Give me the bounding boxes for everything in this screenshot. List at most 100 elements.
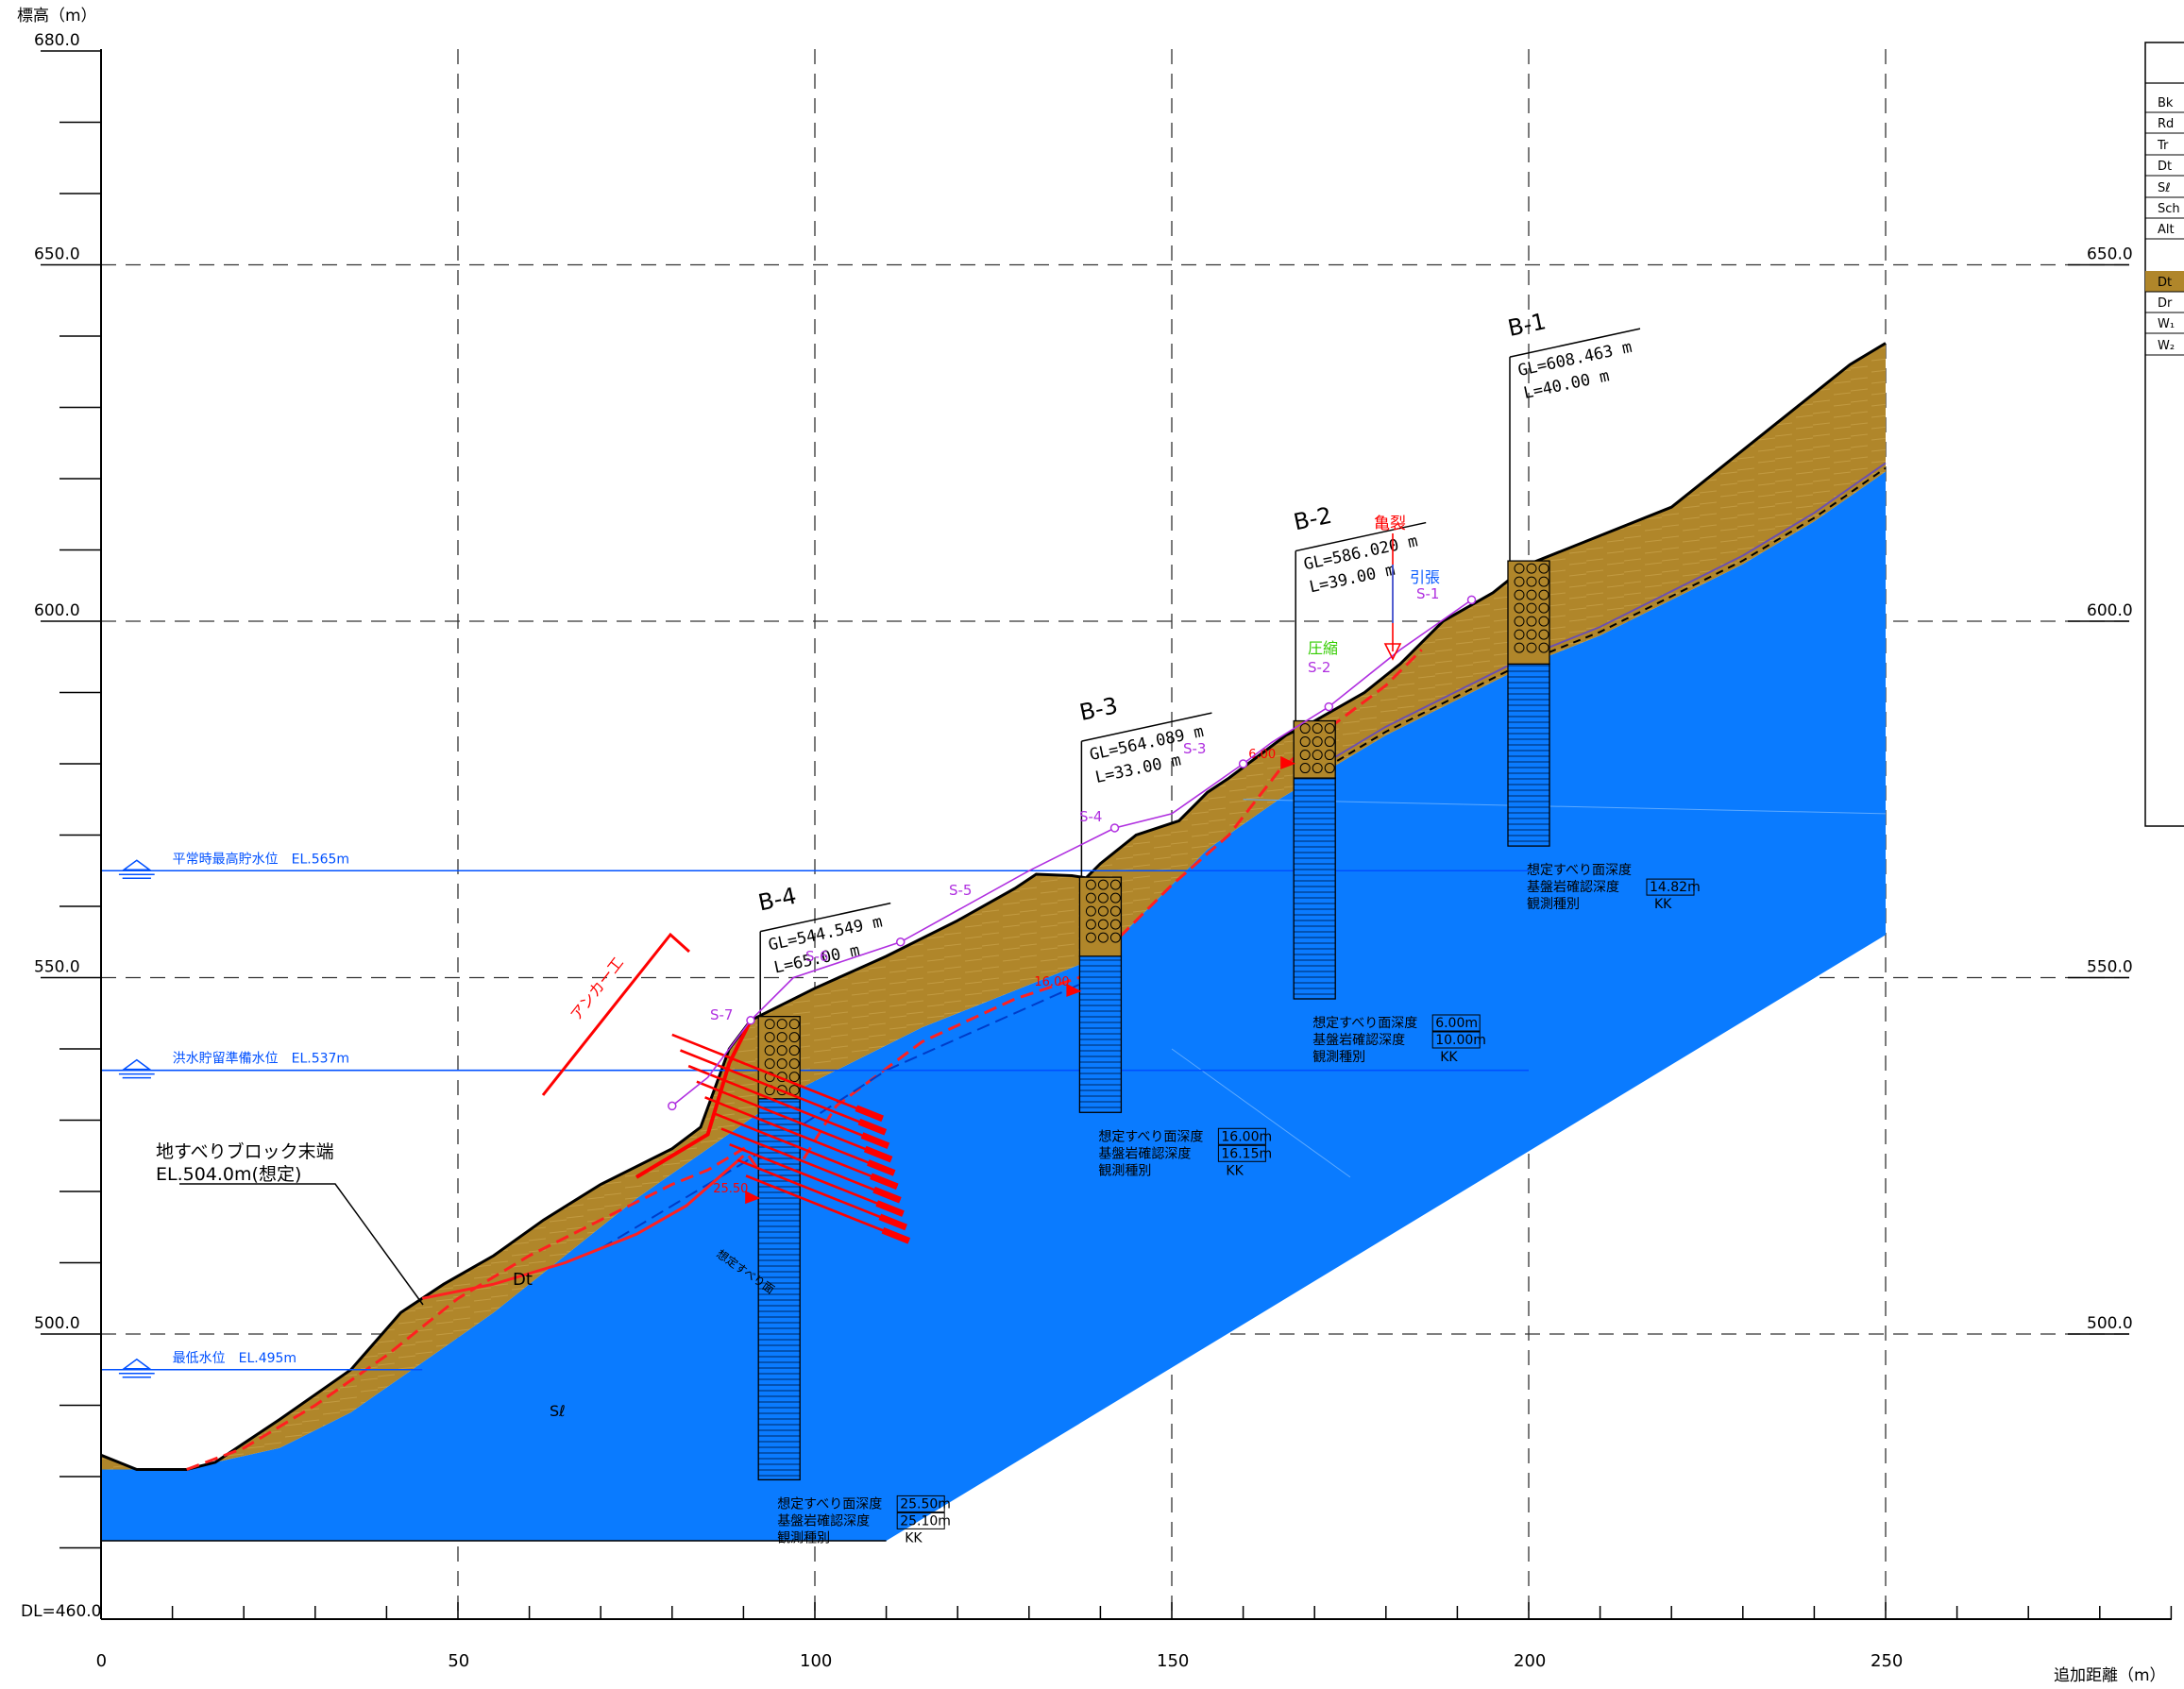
pebble-symbol: [1299, 750, 1311, 761]
pebble-symbol: [1097, 892, 1109, 904]
borehole-name: B-2: [1292, 502, 1334, 536]
pebble-symbol: [1514, 642, 1525, 653]
info-obs-label: 観測種別: [1527, 896, 1580, 912]
anchor-bond-zone: [857, 1118, 888, 1136]
anchor-rod: [680, 1049, 887, 1134]
borehole-header-line: [1295, 521, 1427, 552]
x-tick-label: 100: [800, 1651, 832, 1671]
geology-layers: [100, 342, 1887, 1542]
extensometer-anchor-point: [668, 1101, 677, 1111]
legend-code: Tr: [2157, 139, 2169, 153]
y-tick-label-right: 500.0: [2087, 1314, 2133, 1333]
info-obs-label: 観測種別: [1098, 1162, 1151, 1178]
borehole-core-rock: [1293, 777, 1336, 1000]
anchor-rod: [720, 1127, 901, 1202]
pebble-symbol: [1085, 892, 1096, 904]
pebble-symbol: [1097, 879, 1109, 890]
extensometer-label: S-7: [710, 1006, 733, 1023]
pebble-symbol: [1526, 629, 1537, 640]
pebble-symbol: [1299, 736, 1311, 748]
extensometer-label: S-3: [1183, 740, 1206, 757]
y-tick-label-right: 650.0: [2087, 245, 2133, 264]
info-value-box: [896, 1495, 945, 1512]
info-rock-label: 基盤岩確認深度: [1098, 1145, 1191, 1161]
pebble-symbol: [1299, 763, 1311, 774]
borehole-core-rock: [757, 1098, 801, 1481]
water-level-icon: [121, 1358, 152, 1370]
pebble-symbol: [788, 1032, 800, 1043]
borehole-header-line: [1509, 328, 1641, 358]
legend-code: Dt: [2158, 276, 2172, 290]
pebble-symbol: [1538, 563, 1549, 574]
water-level-label: 最低水位 EL.495m: [173, 1351, 296, 1366]
crack-arrow-head: [1383, 643, 1402, 661]
block-end-curve: [421, 1155, 745, 1300]
pebble-symbol: [776, 1032, 787, 1043]
block-end-leader: [179, 1183, 424, 1306]
crack-label: 亀裂: [1374, 515, 1406, 533]
pebble-symbol: [764, 1032, 775, 1043]
y-tick-label: 500.0: [34, 1314, 80, 1333]
x-tick-label: 50: [448, 1651, 469, 1671]
anchor-label-bracket: [541, 932, 691, 1096]
pebble-symbol: [1085, 879, 1096, 890]
extensometer-anchor-point: [1238, 759, 1248, 768]
info-slip-label: 想定すべり面深度: [1312, 1016, 1417, 1031]
pebble-symbol: [1514, 576, 1525, 587]
slip-depth-flag: [745, 1191, 761, 1205]
pebble-symbol: [1109, 919, 1121, 930]
info-obs-value: KK: [1654, 897, 1672, 912]
weathered-seam: [1313, 462, 1887, 770]
pebble-symbol: [776, 1019, 787, 1030]
borehole-header-line: [1081, 712, 1212, 742]
ground-surface: [100, 342, 1887, 1471]
pebble-symbol: [1097, 905, 1109, 917]
info-value-box: [1646, 878, 1695, 896]
info-obs-value: KK: [1440, 1050, 1458, 1065]
pebble-symbol: [1085, 919, 1096, 930]
pebble-symbol: [1085, 932, 1096, 943]
info-value-box: [896, 1512, 945, 1529]
pebble-symbol: [1538, 576, 1549, 587]
pebble-symbol: [1514, 589, 1525, 600]
anchor-rod: [712, 1111, 898, 1189]
legend-code: Dt: [2158, 160, 2172, 174]
anchor-bond-zone: [870, 1173, 899, 1191]
pebble-symbol: [1109, 892, 1121, 904]
borehole-core-deposit: [1293, 719, 1336, 779]
pebble-symbol: [1514, 563, 1525, 574]
deposit-dt-unit: [101, 343, 1886, 1470]
info-obs-value: KK: [905, 1530, 923, 1545]
borehole-core-rock: [1078, 955, 1123, 1113]
borehole-name: B-4: [756, 883, 799, 917]
info-slip-label: 想定すべり面深度: [777, 1496, 882, 1512]
extensometer-label: S-2: [1308, 659, 1330, 676]
extensometer-anchor-point: [1109, 823, 1120, 833]
anchor-bond-zone: [860, 1132, 890, 1149]
y-tick-label: 550.0: [34, 958, 80, 977]
info-slip-value: 16.00m: [1221, 1129, 1272, 1144]
pebble-symbol: [1526, 563, 1537, 574]
y-tick-label-right: 600.0: [2087, 601, 2133, 620]
info-slip-value: 25.50m: [900, 1496, 951, 1512]
info-slip-value: 6.00m: [1435, 1016, 1478, 1031]
y-tick-label: 680.0: [34, 31, 80, 50]
x-axis-title: 追加距離（m）: [2054, 1666, 2166, 1685]
anchor-facing-frame: [635, 1019, 753, 1179]
pebble-symbol: [1312, 736, 1323, 748]
anchor-bond-zone: [875, 1200, 905, 1217]
pebble-symbol: [1538, 602, 1549, 614]
slip-depth-flag: [1280, 755, 1296, 769]
info-obs-label: 観測種別: [1312, 1049, 1365, 1065]
extensometer-label: S-5: [949, 882, 972, 899]
pebble-symbol: [764, 1072, 775, 1083]
pebble-symbol: [1097, 919, 1109, 930]
anchor-bond-zone: [863, 1145, 893, 1163]
pebble-symbol: [764, 1019, 775, 1030]
y-tick-label: 600.0: [34, 601, 80, 620]
bedrock-fine-line: [1243, 799, 1887, 815]
block-end-label: 地すべりブロック末端: [156, 1140, 334, 1162]
tension-label: 引張: [1410, 568, 1440, 586]
water-level-icon: [121, 1058, 152, 1071]
x-tick-label: 150: [1157, 1651, 1189, 1671]
